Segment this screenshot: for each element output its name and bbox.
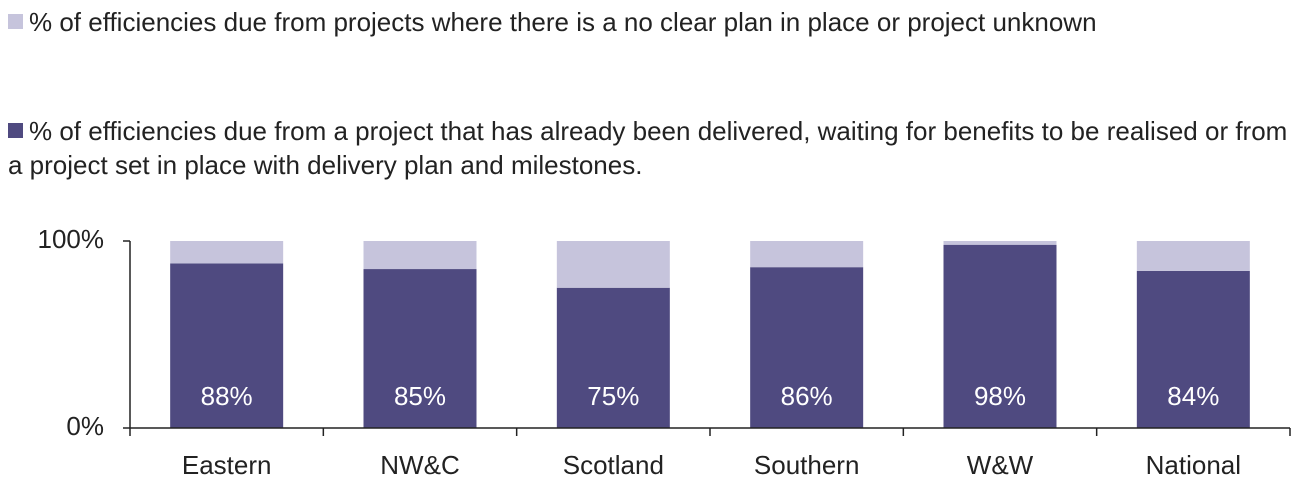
x-tick-label: National — [1146, 450, 1241, 480]
legend-item: % of efficiencies due from projects wher… — [8, 5, 1288, 39]
bar-segment — [556, 241, 670, 288]
x-tick-label: Southern — [754, 450, 860, 480]
bar-segment — [750, 267, 864, 428]
value-label: 88% — [201, 381, 253, 411]
value-label: 84% — [1167, 381, 1219, 411]
legend-label: % of efficiencies due from a project tha… — [8, 116, 1288, 180]
legend-swatch — [8, 14, 23, 29]
value-label: 86% — [781, 381, 833, 411]
value-label: 75% — [587, 381, 639, 411]
bar-segment — [363, 269, 477, 428]
bar-segment — [170, 263, 284, 428]
x-tick-label: NW&C — [380, 450, 459, 480]
bar-segment — [556, 287, 670, 428]
y-tick-label: 100% — [38, 224, 105, 254]
value-label: 85% — [394, 381, 446, 411]
bar-segment — [1136, 270, 1250, 428]
x-tick-label: Eastern — [182, 450, 272, 480]
legend-label: % of efficiencies due from projects wher… — [29, 7, 1097, 37]
bar-segment — [750, 241, 864, 268]
legend-swatch — [8, 123, 23, 138]
x-tick-label: Scotland — [563, 450, 664, 480]
legend-item: % of efficiencies due from a project tha… — [8, 114, 1288, 182]
bar-segment — [943, 241, 1057, 245]
bar-segment — [1136, 241, 1250, 271]
y-tick-label: 0% — [66, 411, 104, 441]
bar-segment — [170, 241, 284, 264]
bar-segment — [943, 244, 1057, 428]
value-label: 98% — [974, 381, 1026, 411]
bar-segment — [363, 241, 477, 270]
x-tick-label: W&W — [967, 450, 1034, 480]
